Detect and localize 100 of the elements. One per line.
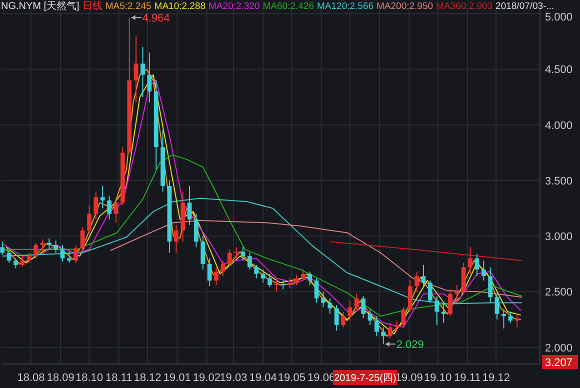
text: MA60:2.426 bbox=[262, 1, 314, 12]
y-tick-label: 3.500 bbox=[545, 175, 573, 188]
candlestick bbox=[114, 198, 118, 224]
y-tick-label: 2.500 bbox=[545, 286, 573, 299]
candlestick bbox=[234, 246, 239, 259]
candlestick bbox=[341, 311, 346, 328]
text: 3.207 bbox=[545, 357, 573, 369]
candlestick bbox=[321, 291, 326, 308]
candlestick bbox=[40, 238, 45, 252]
candlestick bbox=[494, 293, 500, 320]
candlestick bbox=[214, 266, 218, 286]
y-tick-label: 3.000 bbox=[545, 231, 573, 244]
candlestick bbox=[26, 252, 32, 264]
candlestick bbox=[20, 256, 25, 268]
candlestick bbox=[187, 186, 192, 226]
candlestick bbox=[200, 236, 206, 270]
candlestick bbox=[441, 302, 446, 324]
candlestick bbox=[194, 213, 198, 248]
candlestick bbox=[140, 46, 145, 98]
text: MA20:2.320 bbox=[208, 1, 260, 12]
candlestick bbox=[434, 296, 440, 326]
text: MA360:2.903 bbox=[436, 1, 493, 12]
y-tick-label: 2.000 bbox=[545, 342, 573, 354]
x-tick-label: 18.10 bbox=[75, 372, 104, 384]
text: MA10:2.288 bbox=[154, 1, 206, 12]
y-tick-label: 4.500 bbox=[545, 64, 573, 76]
text: MA200:2.950 bbox=[376, 1, 434, 12]
candlestick bbox=[454, 284, 460, 304]
candlestick bbox=[328, 298, 332, 314]
candlestick bbox=[74, 244, 78, 264]
candlestick bbox=[174, 224, 178, 254]
candlestick bbox=[147, 52, 152, 104]
candlestick bbox=[361, 296, 366, 319]
candlestick bbox=[247, 252, 252, 270]
candlestick bbox=[508, 311, 513, 324]
candlestick bbox=[414, 271, 420, 292]
candlestick bbox=[334, 304, 339, 332]
candlestick bbox=[54, 240, 58, 254]
annotation: 4.964 bbox=[142, 12, 170, 25]
candlestick bbox=[468, 246, 472, 274]
candlestick bbox=[514, 313, 520, 328]
annotation: 2.029 bbox=[396, 339, 424, 352]
candlestick bbox=[268, 273, 272, 288]
chart-title: NG.NYM [天然气] bbox=[1, 0, 80, 12]
candlestick bbox=[107, 196, 112, 220]
candlestick bbox=[207, 258, 212, 287]
candlestick bbox=[481, 260, 486, 282]
candlestick bbox=[502, 308, 506, 329]
x-tick-label: 19.04 bbox=[249, 372, 277, 384]
candlestick bbox=[428, 280, 432, 304]
candlestick bbox=[80, 226, 85, 252]
candlestick bbox=[46, 238, 52, 250]
text: MA120:2.566 bbox=[317, 1, 374, 12]
candlestick bbox=[448, 288, 452, 317]
candlestick bbox=[134, 35, 138, 104]
candlestick bbox=[488, 266, 493, 304]
candlestick bbox=[394, 320, 399, 332]
candlestick bbox=[274, 278, 279, 292]
candlestick bbox=[294, 274, 299, 286]
candlestick bbox=[14, 258, 18, 269]
candlestick bbox=[260, 268, 266, 284]
x-tick-label: 18.11 bbox=[106, 372, 132, 384]
candlestick bbox=[100, 186, 105, 209]
x-tick-label: 19.11 bbox=[454, 372, 481, 384]
x-tick-label: 18.12 bbox=[134, 372, 162, 384]
annotation: 2018/07/03-... bbox=[496, 1, 554, 12]
candlestick bbox=[421, 264, 426, 287]
candlestick bbox=[388, 322, 392, 339]
candlestick bbox=[408, 280, 412, 312]
candlestick bbox=[374, 316, 379, 337]
x-tick-label: 19.02 bbox=[192, 372, 220, 384]
candlestick bbox=[60, 244, 65, 262]
x-tick-label: 19.10 bbox=[424, 372, 452, 384]
candlestick bbox=[300, 268, 306, 282]
candlestick bbox=[0, 241, 5, 256]
candlestick bbox=[308, 271, 312, 286]
text: MA5:2.245 bbox=[105, 1, 152, 12]
candlestick bbox=[381, 326, 386, 345]
y-tick-label: 5.000 bbox=[545, 12, 573, 24]
x-tick-label: 19.12 bbox=[482, 372, 510, 384]
candlestick bbox=[288, 278, 292, 289]
candlestick bbox=[34, 242, 38, 259]
x-tick-label: 19.05 bbox=[278, 372, 306, 384]
candlestick bbox=[67, 251, 72, 264]
candlestick bbox=[474, 253, 480, 277]
chart-subtitle: 日线 bbox=[82, 0, 102, 12]
y-tick-label: 4.000 bbox=[545, 120, 573, 132]
text: 2019-7-25(四) bbox=[334, 373, 396, 384]
candlestick bbox=[87, 204, 92, 234]
x-tick-label: 18.09 bbox=[46, 372, 74, 384]
candlestick bbox=[240, 246, 246, 262]
x-tick-label: 18.08 bbox=[17, 372, 45, 384]
x-tick-label: 19.03 bbox=[220, 372, 248, 384]
candlestick bbox=[354, 293, 359, 310]
candlestick bbox=[94, 191, 98, 220]
candlestick bbox=[314, 278, 319, 304]
x-tick-label: 19.01 bbox=[163, 372, 191, 384]
candlestick bbox=[401, 306, 406, 328]
candlestick bbox=[227, 248, 232, 267]
candlestick bbox=[254, 264, 259, 279]
